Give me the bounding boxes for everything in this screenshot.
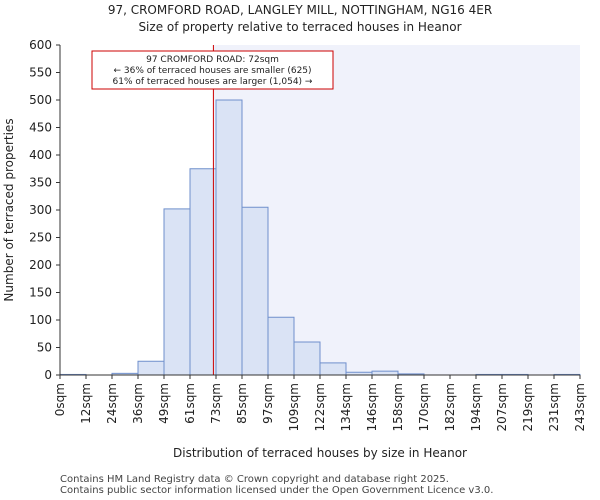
x-tick-label: 109sqm (287, 383, 301, 431)
histogram-bar (189, 168, 217, 376)
y-tick-label: 200 (29, 258, 52, 272)
x-tick-label: 12sqm (79, 383, 93, 424)
x-tick-label: 61sqm (183, 383, 197, 424)
x-tick-label: 122sqm (313, 383, 327, 431)
footer-line-2: Contains public sector information licen… (60, 485, 494, 496)
histogram-bar (371, 370, 399, 376)
histogram-bar (293, 341, 321, 376)
chart-subtitle: Size of property relative to terraced ho… (138, 20, 462, 34)
y-axis-label: Number of terraced properties (2, 118, 16, 301)
x-axis-label: Distribution of terraced houses by size … (173, 446, 467, 460)
footer-line-1: Contains HM Land Registry data © Crown c… (60, 474, 449, 485)
x-tick-label: 85sqm (235, 383, 249, 424)
y-tick-label: 150 (29, 286, 52, 300)
chart-title: 97, CROMFORD ROAD, LANGLEY MILL, NOTTING… (107, 3, 493, 17)
annotation-box: 97 CROMFORD ROAD: 72sqm ← 36% of terrace… (91, 50, 334, 90)
histogram-bar (137, 360, 165, 376)
x-tick-label: 49sqm (157, 383, 171, 424)
x-tick-label: 73sqm (209, 383, 223, 424)
annotation-line-3: 61% of terraced houses are larger (1,054… (113, 77, 313, 87)
y-tick-label: 450 (29, 121, 52, 135)
x-tick-label: 231sqm (547, 383, 561, 431)
x-tick-label: 146sqm (365, 383, 379, 431)
y-tick-label: 400 (29, 148, 52, 162)
y-tick-label: 0 (44, 368, 52, 382)
y-tick-label: 300 (29, 203, 52, 217)
y-tick-label: 350 (29, 176, 52, 190)
x-tick-label: 219sqm (521, 383, 535, 431)
histogram-bar (267, 316, 295, 376)
annotation-line-1: 97 CROMFORD ROAD: 72sqm (146, 55, 279, 65)
x-tick-label: 0sqm (53, 383, 67, 416)
annotation-border (91, 50, 334, 90)
histogram-bar (241, 206, 269, 376)
y-tick-label: 550 (29, 66, 52, 80)
y-tick-label: 50 (37, 341, 52, 355)
x-tick-label: 134sqm (339, 383, 353, 431)
y-tick-label: 500 (29, 93, 52, 107)
x-tick-label: 158sqm (391, 383, 405, 431)
x-tick-label: 207sqm (495, 383, 509, 431)
y-tick-label: 600 (29, 38, 52, 52)
histogram-bar (319, 362, 347, 376)
x-tick-label: 36sqm (131, 383, 145, 424)
x-tick-label: 97sqm (261, 383, 275, 424)
x-tick-label: 194sqm (469, 383, 483, 431)
x-tick-label: 170sqm (417, 383, 431, 431)
y-tick-label: 250 (29, 231, 52, 245)
histogram-bar (163, 208, 191, 376)
y-tick-label: 100 (29, 313, 52, 327)
x-tick-label: 243sqm (573, 383, 587, 431)
x-tick-label: 24sqm (105, 383, 119, 424)
x-tick-label: 182sqm (443, 383, 457, 431)
annotation-line-2: ← 36% of terraced houses are smaller (62… (113, 66, 311, 76)
histogram-bar (215, 99, 243, 376)
